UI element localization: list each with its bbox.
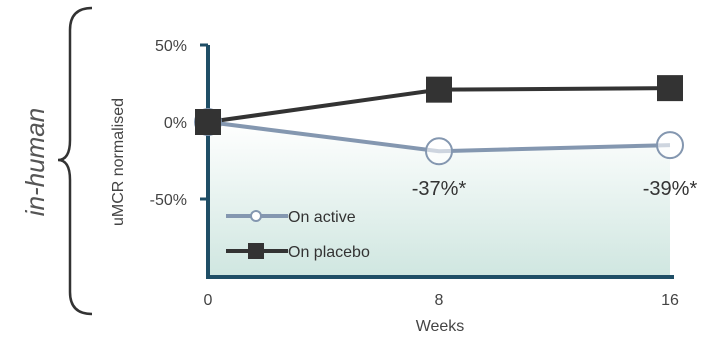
curly-brace: [57, 6, 93, 316]
data-point-active: [656, 131, 684, 160]
legend: On active On placebo: [226, 209, 370, 261]
series-layer: [194, 75, 684, 166]
data-point-active: [425, 137, 453, 166]
annotation-label: -37%*: [412, 178, 467, 200]
y-axis-title: uMCR normalised: [110, 98, 127, 226]
legend-label-2: On placebo: [288, 244, 370, 261]
legend-marker-active: [250, 210, 262, 222]
shaded-area: [208, 122, 670, 277]
annotation-label: -39%*: [643, 178, 698, 200]
y-tick-label: -50%: [150, 192, 187, 209]
side-label: in-human: [20, 108, 50, 216]
x-tick-label: 0: [204, 292, 213, 309]
data-point-placebo: [195, 109, 221, 135]
y-tick-label: 0%: [164, 115, 187, 132]
y-axis-ticks: 50% 0% -50%: [150, 38, 208, 209]
x-axis-title: Weeks: [416, 318, 465, 335]
annotation-layer: -37%* -39%*: [412, 178, 698, 200]
data-point-placebo: [426, 76, 452, 103]
data-point-placebo: [657, 75, 683, 102]
x-tick-label: 16: [661, 292, 679, 309]
legend-marker-placebo: [248, 243, 264, 259]
x-tick-label: 8: [435, 292, 444, 309]
x-axis-ticks: 0 8 16: [204, 292, 679, 309]
y-tick-label: 50%: [155, 38, 187, 55]
legend-label-1: On active: [288, 209, 356, 226]
